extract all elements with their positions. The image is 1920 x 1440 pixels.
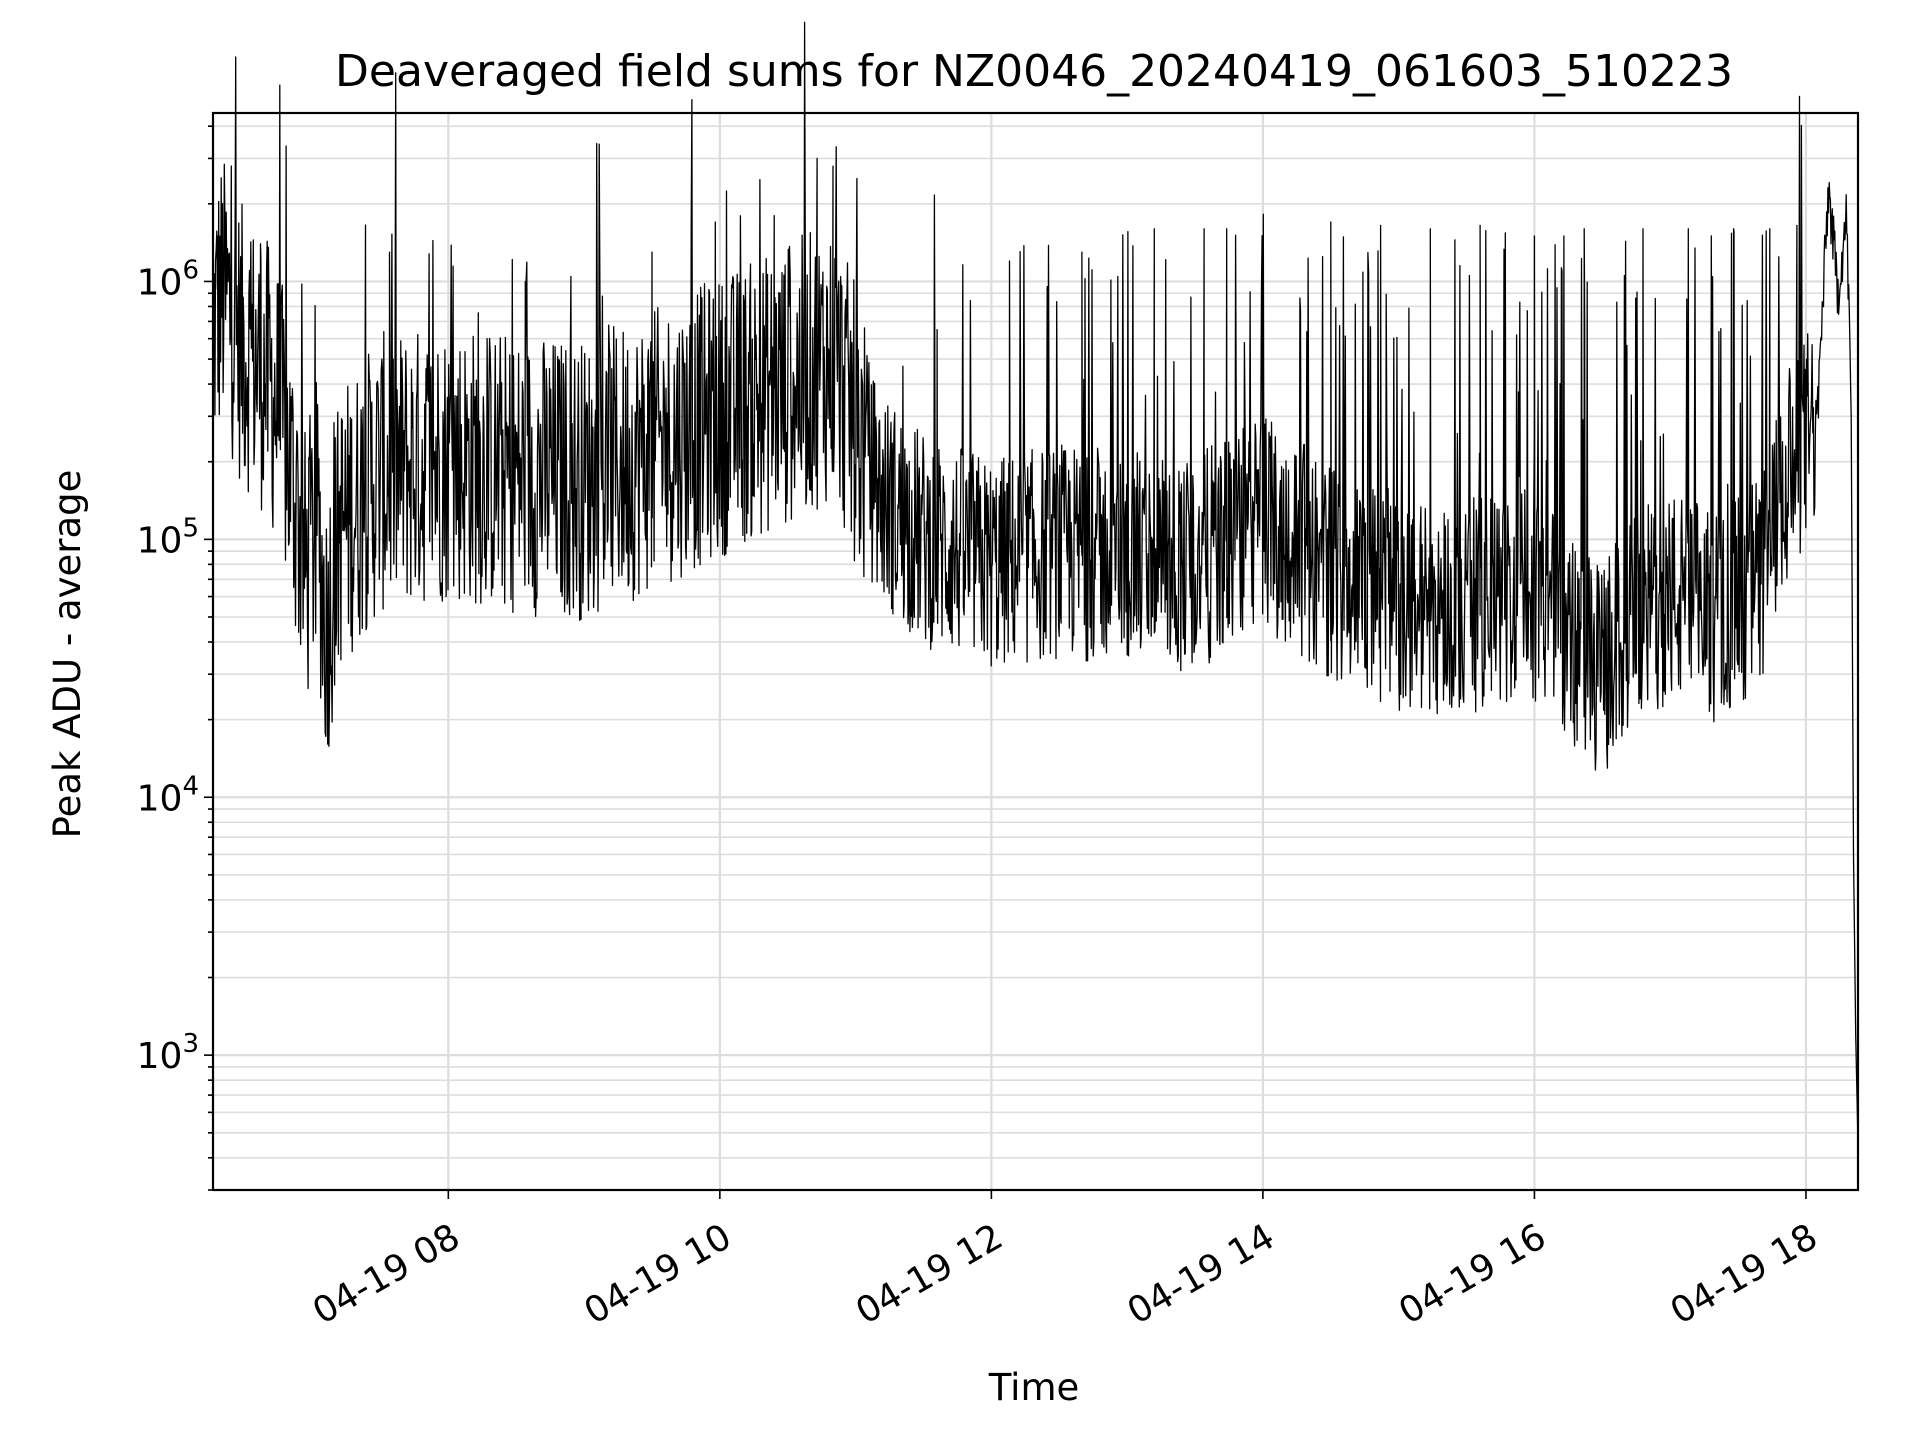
y-tick-label: 105 <box>137 513 199 561</box>
series-layer <box>212 21 1859 1145</box>
y-tick-label: 104 <box>137 771 199 819</box>
chart-title: Deaveraged field sums for NZ0046_2024041… <box>335 46 1733 97</box>
y-tick-label: 106 <box>137 255 199 303</box>
series-line <box>212 21 1859 1145</box>
y-tick-label: 103 <box>137 1029 199 1077</box>
x-axis-label: Time <box>988 1366 1080 1409</box>
y-axis-label: Peak ADU - average <box>46 470 89 839</box>
plot-frame <box>211 111 1860 1192</box>
